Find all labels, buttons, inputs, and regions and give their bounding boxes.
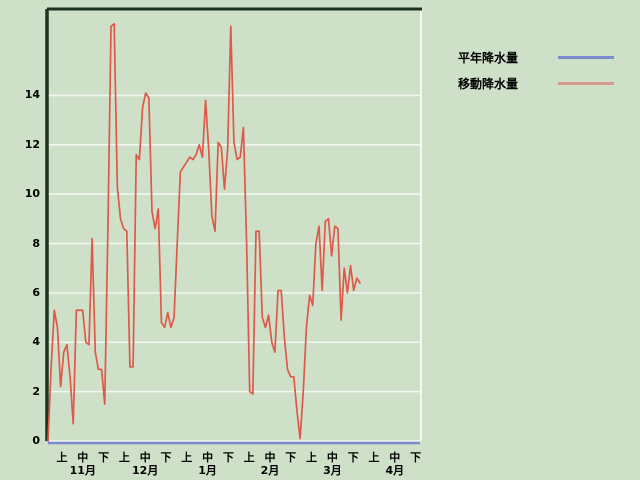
legend-label-normal: 平年降水量: [458, 50, 519, 65]
series-line-moving: [47, 22, 361, 442]
x-tick-label-13: 中: [326, 451, 338, 464]
x-month-label-1月: 1月: [198, 464, 217, 477]
x-month-label-4月: 4月: [385, 464, 405, 477]
x-tick-label-1: 中: [77, 451, 89, 464]
x-tick-label-11: 下: [285, 451, 297, 464]
x-tick-label-2: 下: [98, 451, 110, 464]
legend-item-normal: 平年降水量: [458, 44, 628, 70]
x-tick-label-7: 中: [202, 451, 214, 464]
y-tick-label-6: 6: [32, 285, 40, 299]
y-tick-label-2: 2: [32, 384, 40, 398]
legend-label-moving: 移動降水量: [458, 76, 519, 91]
y-tick-label-4: 4: [32, 335, 40, 349]
x-tick-label-3: 上: [118, 451, 130, 464]
x-tick-label-17: 下: [410, 451, 422, 464]
x-month-label-3月: 3月: [323, 464, 342, 477]
x-month-label-2月: 2月: [260, 464, 280, 477]
legend-item-moving: 移動降水量: [458, 70, 628, 96]
x-tick-label-15: 上: [368, 451, 380, 464]
plot-background: [48, 9, 421, 441]
x-tick-label-10: 中: [264, 451, 276, 464]
legend-swatch-normal: [558, 55, 614, 59]
legend-swatch-moving: [558, 81, 614, 85]
x-tick-label-4: 中: [139, 451, 151, 464]
x-tick-label-12: 上: [306, 451, 318, 464]
y-tick-label-8: 8: [32, 236, 40, 250]
x-tick-label-16: 中: [389, 451, 401, 464]
x-month-label-12月: 12月: [132, 464, 159, 477]
x-tick-label-6: 上: [181, 451, 193, 464]
chart-legend: 平年降水量 移動降水量: [458, 44, 628, 96]
x-tick-label-8: 下: [222, 451, 234, 464]
y-tick-label-14: 14: [24, 88, 40, 102]
x-tick-label-9: 上: [243, 451, 255, 464]
y-tick-label-10: 10: [24, 187, 40, 201]
x-month-label-11月: 11月: [69, 464, 96, 477]
x-tick-label-14: 下: [347, 451, 359, 464]
y-tick-label-0: 0: [32, 434, 40, 447]
x-tick-label-5: 下: [160, 451, 172, 464]
y-tick-label-12: 12: [24, 137, 40, 151]
x-tick-label-0: 上: [56, 451, 68, 464]
